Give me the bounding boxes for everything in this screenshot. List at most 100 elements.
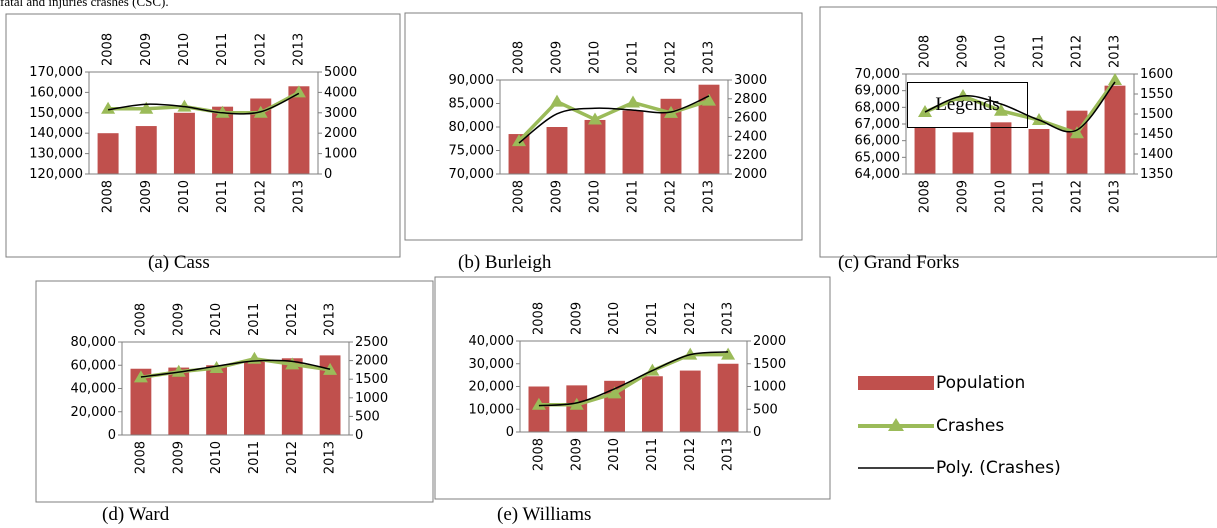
- right-tick-label: 500: [355, 409, 380, 424]
- top-category-label: 2013: [702, 41, 717, 74]
- right-tick-label: 1000: [753, 380, 786, 395]
- top-category-label: 2013: [323, 303, 338, 336]
- crashes-marker: [291, 85, 306, 98]
- population-bar: [319, 355, 341, 435]
- top-category-label: 2008: [918, 35, 933, 68]
- bottom-category-label: 2013: [702, 180, 717, 213]
- top-category-label: 2010: [177, 33, 192, 66]
- left-tick-label: 0: [108, 428, 116, 443]
- bottom-category-label: 2008: [133, 441, 148, 474]
- population-bar: [244, 360, 265, 435]
- bottom-category-label: 2012: [253, 180, 268, 213]
- legend-label-crashes: Crashes: [936, 416, 1005, 436]
- crashes-marker: [1108, 73, 1122, 85]
- bottom-category-label: 2010: [607, 438, 622, 471]
- bottom-category-label: 2008: [101, 180, 116, 213]
- chart-panel-4: 0 20,000 40,000 60,000 80,000 0 500 1000 1500 200…: [35, 280, 434, 503]
- bottom-category-label: 2013: [721, 438, 736, 471]
- chart-frame: [819, 6, 1217, 258]
- legend-title: Legends: [907, 82, 1028, 128]
- right-tick-label: 1450: [1140, 127, 1173, 142]
- right-tick-label: 1000: [355, 391, 388, 406]
- population-bar: [642, 376, 663, 432]
- bottom-category-label: 2011: [1032, 180, 1047, 213]
- crashes-marker: [215, 105, 230, 118]
- right-tick-label: 0: [324, 167, 332, 182]
- crashes-marker: [721, 347, 736, 360]
- crashes-marker: [918, 105, 932, 117]
- chart-caption: (e) Williams: [497, 504, 591, 525]
- right-tick-label: 0: [753, 425, 761, 440]
- top-category-label: 2011: [247, 303, 262, 336]
- top-category-label: 2009: [139, 33, 154, 66]
- clipped-caption-text: fatal and injuries crashes (CSC).: [0, 0, 169, 9]
- legend-item-crashes: Crashes: [858, 411, 1004, 441]
- bottom-category-label: 2013: [1108, 180, 1123, 213]
- population-bar: [173, 112, 195, 174]
- population-bar: [130, 368, 152, 435]
- crashes-marker: [626, 95, 640, 108]
- chart-caption: (a) Cass: [148, 252, 210, 273]
- left-tick-label: 160,000: [29, 85, 83, 100]
- right-tick-label: 1000: [324, 147, 357, 162]
- bottom-category-label: 2012: [1070, 180, 1085, 213]
- bottom-category-label: 2012: [664, 180, 679, 213]
- top-category-label: 2009: [956, 35, 971, 68]
- top-category-label: 2012: [664, 41, 679, 74]
- left-tick-label: 60,000: [71, 358, 117, 373]
- bottom-category-label: 2012: [683, 438, 698, 471]
- right-tick-label: 0: [355, 428, 363, 443]
- poly-crashes-trendline: [140, 359, 331, 378]
- left-tick-label: 40,000: [71, 382, 117, 397]
- top-category-label: 2008: [531, 302, 546, 335]
- population-bar: [206, 365, 227, 435]
- crashes-marker: [512, 134, 526, 147]
- top-category-label: 2011: [626, 41, 641, 74]
- population-bar: [914, 127, 936, 174]
- population-bar: [1028, 129, 1050, 174]
- bottom-category-label: 2010: [209, 441, 224, 474]
- crashes-marker: [994, 103, 1008, 116]
- left-tick-label: 67,000: [855, 117, 901, 132]
- left-tick-label: 80,000: [449, 120, 495, 135]
- bottom-category-label: 2009: [550, 180, 565, 213]
- crashes-marker: [171, 364, 186, 377]
- crashes-marker: [139, 101, 154, 114]
- population-bar: [1104, 85, 1126, 174]
- right-tick-label: 2800: [734, 92, 767, 107]
- crashes-marker: [702, 93, 716, 106]
- chart-caption: (c) Grand Forks: [838, 252, 959, 273]
- crashes-marker: [101, 101, 116, 114]
- right-tick-label: 1600: [1140, 67, 1173, 82]
- poly-crashes-trendline: [518, 95, 710, 144]
- crashes-marker: [607, 386, 622, 399]
- top-category-label: 2012: [285, 303, 300, 336]
- bottom-category-label: 2008: [512, 180, 527, 213]
- left-tick-label: 90,000: [449, 73, 495, 88]
- left-tick-label: 80,000: [71, 335, 117, 350]
- crashes-marker: [1070, 126, 1084, 139]
- crashes-marker: [531, 397, 546, 410]
- population-bar: [97, 133, 119, 174]
- bottom-category-label: 2008: [918, 180, 933, 213]
- poly-crashes-trendline: [924, 81, 1116, 133]
- left-tick-label: 20,000: [71, 405, 117, 420]
- top-category-label: 2011: [1032, 35, 1047, 68]
- top-category-label: 2009: [171, 303, 186, 336]
- left-tick-label: 140,000: [29, 126, 83, 141]
- top-category-label: 2010: [588, 41, 603, 74]
- crashes-marker: [285, 357, 300, 370]
- crashes-marker: [588, 112, 602, 125]
- top-category-label: 2011: [215, 33, 230, 66]
- left-tick-label: 66,000: [855, 134, 901, 149]
- population-bar: [584, 119, 606, 174]
- bottom-category-label: 2010: [177, 180, 192, 213]
- bottom-category-label: 2009: [139, 180, 154, 213]
- population-bar: [546, 127, 568, 174]
- population-bar: [717, 363, 739, 432]
- right-tick-label: 1500: [753, 357, 786, 372]
- crashes-marker: [683, 347, 698, 360]
